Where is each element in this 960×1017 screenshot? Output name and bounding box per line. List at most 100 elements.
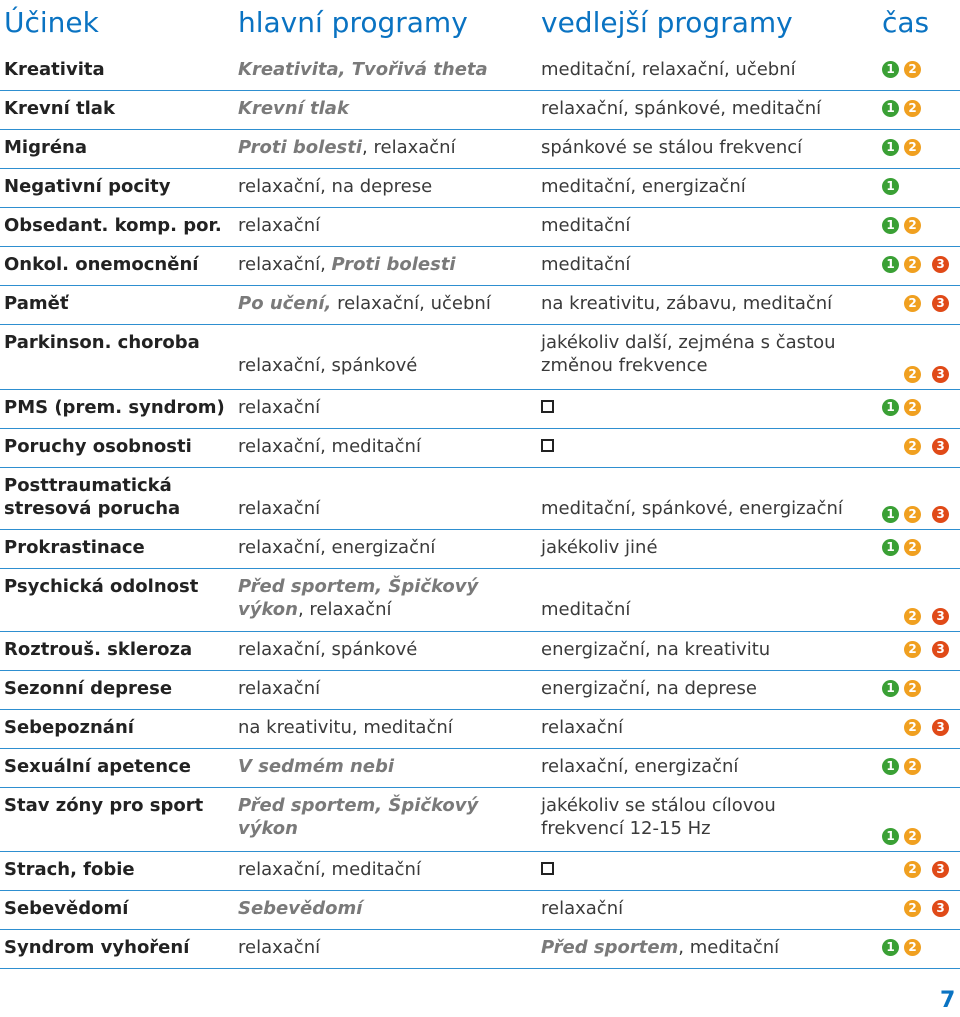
effect-cell: Stav zóny pro sport	[4, 794, 203, 817]
effect-cell: Syndrom vyhoření	[4, 936, 189, 959]
effect-line: Obsedant. komp. por.	[4, 215, 222, 236]
effect-line: Prokrastinace	[4, 537, 145, 558]
table-row: Obsedant. komp. por. relaxační meditační 1 2	[0, 208, 960, 247]
effect-line: Posttraumatická	[4, 475, 172, 496]
cell-line: jakékoliv další, zejména s častou	[541, 331, 836, 354]
cell-line: Před sportem, Špičkový	[238, 575, 478, 598]
side-programs-cell: relaxační, energizační	[541, 755, 738, 778]
side-programs-cell: jakékoliv jiné	[541, 536, 658, 559]
effect-line: Sexuální apetence	[4, 756, 191, 777]
main-programs-cell: relaxační, meditační	[238, 858, 421, 881]
cell-line: relaxační	[238, 214, 320, 237]
cell-line: relaxační, meditační	[238, 858, 421, 881]
time-badge-3-icon: 3	[932, 256, 949, 273]
effect-cell: Strach, fobie	[4, 858, 135, 881]
cell-line: Před sportem, meditační	[541, 936, 779, 959]
cell-line: relaxační	[238, 497, 320, 520]
time-badge-2-icon: 2	[904, 641, 921, 658]
cell-line: meditační, relaxační, učební	[541, 58, 796, 81]
main-programs-cell: Před sportem, Špičkový výkon	[238, 794, 478, 840]
program-text: relaxační, učební	[331, 293, 491, 314]
main-programs-cell: Kreativita, Tvořivá theta	[238, 58, 488, 81]
program-text: meditační	[541, 254, 631, 275]
side-programs-cell: spánkové se stálou frekvencí	[541, 136, 802, 159]
checkbox-icon	[541, 399, 554, 413]
effect-cell: Prokrastinace	[4, 536, 145, 559]
side-programs-cell: meditační, energizační	[541, 175, 746, 198]
cell-line: meditační	[541, 598, 630, 621]
time-badge-2-icon: 2	[904, 61, 921, 78]
side-programs-cell	[541, 858, 554, 881]
program-text: relaxační, spánkové	[238, 639, 418, 660]
table-row: Sebepoznání na kreativitu, meditační relax…	[0, 710, 960, 749]
time-badge-1-icon: 1	[882, 100, 899, 117]
effect-cell: Paměť	[4, 292, 68, 315]
table-row: Roztrouš. skleroza relaxační, spánkové ene…	[0, 632, 960, 671]
table-row: Stav zóny pro sport Před sportem, Špičkov…	[0, 788, 960, 852]
program-name: V sedmém nebi	[238, 756, 395, 777]
time-badge-2-icon: 2	[904, 939, 921, 956]
cell-line: relaxační, Proti bolesti	[238, 253, 456, 276]
cell-line: relaxační, spánkové	[238, 638, 417, 661]
program-text: na kreativitu, zábavu, meditační	[541, 293, 833, 314]
time-badge-1-icon: 1	[882, 61, 899, 78]
main-programs-cell: relaxační	[238, 497, 320, 520]
program-text: na kreativitu, meditační	[238, 717, 453, 738]
time-badge-2-icon: 2	[904, 217, 921, 234]
program-text: relaxační	[541, 717, 624, 738]
cell-line: frekvencí 12-15 Hz	[541, 817, 776, 840]
side-programs-cell: na kreativitu, zábavu, meditační	[541, 292, 832, 315]
time-badge-3-icon: 3	[932, 366, 949, 383]
main-programs-cell: relaxační, spánkové	[238, 638, 417, 661]
cell-line: Před sportem, Špičkový	[238, 794, 478, 817]
program-name: Proti bolesti	[331, 254, 456, 275]
cell-line: meditační	[541, 214, 630, 237]
program-name: Krevní tlak	[238, 98, 349, 119]
effect-line: Krevní tlak	[4, 98, 115, 119]
effect-cell: Posttraumatická stresová porucha	[4, 474, 180, 520]
main-programs-cell: relaxační, meditační	[238, 435, 421, 458]
cell-line: relaxační	[541, 716, 623, 739]
side-programs-cell: energizační, na kreativitu	[541, 638, 770, 661]
program-name: Před sportem	[541, 937, 679, 958]
effect-cell: Roztrouš. skleroza	[4, 638, 192, 661]
main-programs-cell: Proti bolesti, relaxační	[238, 136, 456, 159]
effect-line: Sebevědomí	[4, 898, 129, 919]
cell-line: meditační	[541, 253, 630, 276]
time-badge-3-icon: 3	[932, 506, 949, 523]
cell-line	[541, 435, 554, 458]
program-text: meditační, spánkové, energizační	[541, 498, 843, 519]
program-text: relaxační, energizační	[541, 756, 739, 777]
effect-line: Stav zóny pro sport	[4, 795, 204, 816]
program-name: Po učení,	[238, 293, 332, 314]
time-badge-2-icon: 2	[904, 861, 921, 878]
effect-cell: PMS (prem. syndrom)	[4, 396, 225, 419]
effect-line: Parkinson. choroba	[4, 332, 200, 353]
side-programs-cell: jakékoliv další, zejména s častou změnou …	[541, 331, 836, 377]
program-text: relaxační,	[238, 254, 332, 275]
table-row: Sezonní deprese relaxační energizační, na …	[0, 671, 960, 710]
effect-cell: Poruchy osobnosti	[4, 435, 192, 458]
program-text: frekvencí 12-15 Hz	[541, 818, 711, 839]
time-badge-2-icon: 2	[904, 100, 921, 117]
side-programs-cell: meditační, relaxační, učební	[541, 58, 796, 81]
effect-cell: Onkol. onemocnění	[4, 253, 198, 276]
checkbox-icon	[541, 438, 554, 452]
page-number: 7	[940, 988, 956, 1013]
header-effect: Účinek	[4, 6, 99, 39]
program-text: jakékoliv další, zejména s častou	[541, 332, 836, 353]
effect-line: Sezonní deprese	[4, 678, 173, 699]
cell-line: Sebevědomí	[238, 897, 362, 920]
time-badge-2-icon: 2	[904, 719, 921, 736]
side-programs-cell: relaxační	[541, 897, 623, 920]
program-name: Kreativita, Tvořivá theta	[238, 59, 488, 80]
cell-line: relaxační	[238, 677, 320, 700]
program-text: relaxační, meditační	[238, 859, 421, 880]
main-programs-cell: Po učení, relaxační, učební	[238, 292, 491, 315]
side-programs-cell: Před sportem, meditační	[541, 936, 779, 959]
header-side-programs: vedlejší programy	[541, 6, 793, 39]
table-row: Prokrastinace relaxační, energizační jakék…	[0, 530, 960, 569]
header-main-programs: hlavní programy	[238, 6, 468, 39]
time-badge-2-icon: 2	[904, 399, 921, 416]
main-programs-cell: relaxační, na deprese	[238, 175, 432, 198]
